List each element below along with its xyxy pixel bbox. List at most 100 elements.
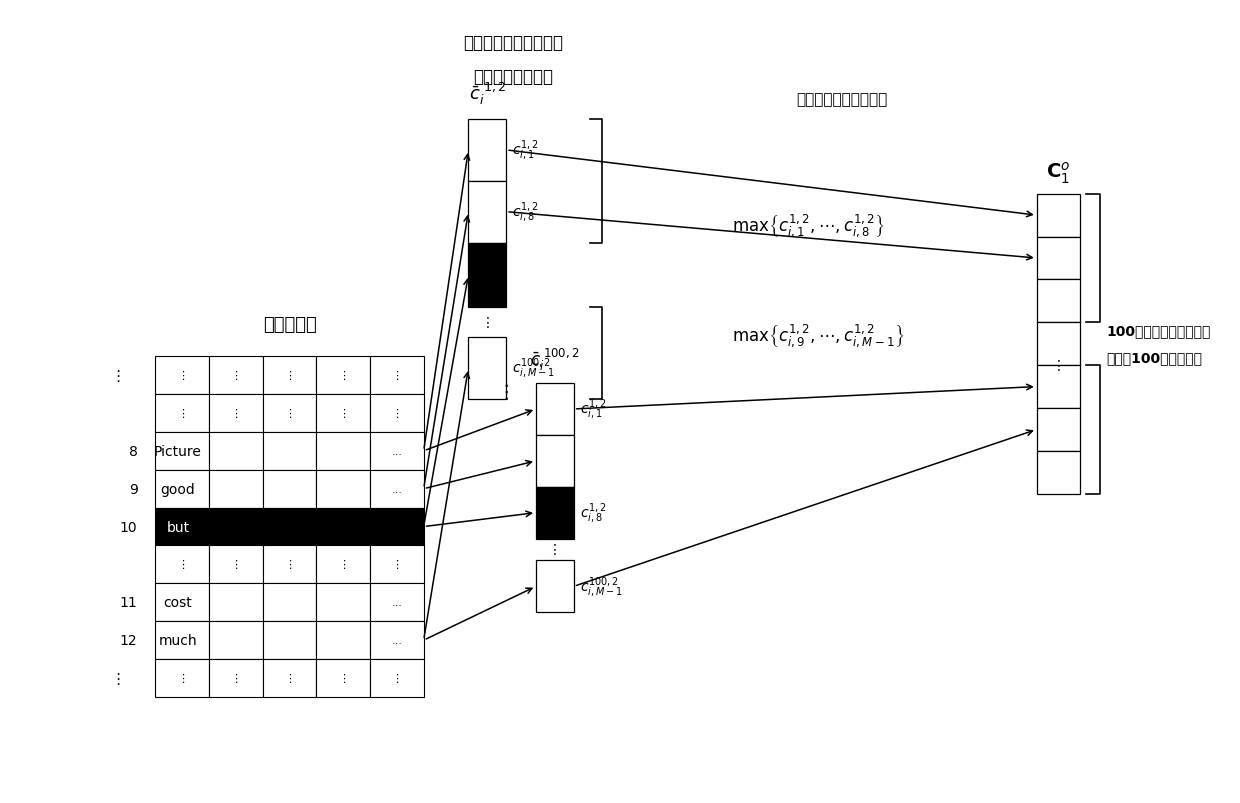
Bar [210,471,263,508]
Bar [210,432,263,471]
Bar [210,546,263,584]
Bar [370,508,424,546]
Bar [155,471,210,508]
Text: ⋮: ⋮ [392,560,403,569]
Bar [210,357,263,394]
Text: ⋮: ⋮ [176,673,187,683]
Text: ...: ... [392,635,402,646]
Bar [1037,409,1080,451]
Bar [536,435,574,487]
Bar [469,120,506,181]
Text: 12: 12 [120,634,138,647]
Text: much: much [159,634,197,647]
Bar [316,471,370,508]
Bar [210,584,263,622]
Bar [1037,323,1080,365]
Text: ⋮: ⋮ [548,543,562,556]
Bar [263,546,316,584]
Text: ⋮: ⋮ [176,409,187,418]
Text: Picture: Picture [154,444,202,459]
Bar [263,584,316,622]
Text: $\max\left\{c_{i,9}^{1,2},\cdots,c_{i,M-1}^{1,2}\right\}$: $\max\left\{c_{i,9}^{1,2},\cdots,c_{i,M-… [732,322,904,349]
Text: ⋮: ⋮ [110,671,125,686]
Bar [155,394,210,432]
Bar [263,432,316,471]
Text: $\bar{c}_i^{\ 1,2}$: $\bar{c}_i^{\ 1,2}$ [469,80,506,108]
Bar [210,622,263,659]
Bar [1037,194,1080,237]
Bar [370,394,424,432]
Bar [316,546,370,584]
Bar [1037,237,1080,280]
Text: 根据转折词位置对单一: 根据转折词位置对单一 [463,35,563,52]
Bar [316,584,370,622]
Bar [370,432,424,471]
Text: $c_{i,M-1}^{100,2}$: $c_{i,M-1}^{100,2}$ [512,357,556,381]
Text: $c_{i,8}^{1,2}$: $c_{i,8}^{1,2}$ [579,501,606,525]
Bar [263,508,316,546]
Text: ⋮: ⋮ [231,371,242,381]
Text: ⋮: ⋮ [284,673,295,683]
Bar [370,622,424,659]
Bar [155,622,210,659]
Text: $\mathbf{C}_1^o$: $\mathbf{C}_1^o$ [1047,160,1070,185]
Bar [210,659,263,697]
Text: 11: 11 [120,596,138,609]
Text: ⋮: ⋮ [284,409,295,418]
Bar [316,432,370,471]
Bar [1037,365,1080,409]
Bar [155,432,210,471]
Bar [316,659,370,697]
Text: 8: 8 [129,444,138,459]
Bar [469,338,506,400]
Bar [263,394,316,432]
Text: ⋮: ⋮ [392,673,403,683]
Bar [155,508,210,546]
Bar [469,181,506,243]
Text: ⋮: ⋮ [231,673,242,683]
Text: 10: 10 [120,520,138,534]
Text: ...: ... [392,446,402,456]
Text: ...: ... [392,484,402,494]
Text: $c_{i,1}^{1,2}$: $c_{i,1}^{1,2}$ [579,397,606,422]
Bar [370,659,424,697]
Text: 特征映射向量分段: 特征映射向量分段 [474,68,553,86]
Text: good: good [160,482,196,496]
Bar [155,659,210,697]
Bar [210,508,263,546]
Bar [155,584,210,622]
Text: $\bar{c}_i^{\ 100,2}$: $\bar{c}_i^{\ 100,2}$ [529,347,579,373]
Text: $\max\left\{c_{i,1}^{1,2},\cdots,c_{i,8}^{1,2}\right\}$: $\max\left\{c_{i,1}^{1,2},\cdots,c_{i,8}… [732,213,884,240]
Text: ⋮: ⋮ [392,371,403,381]
Text: 9: 9 [129,482,138,496]
Bar [536,560,574,613]
Bar [1037,451,1080,494]
Text: ⋮: ⋮ [392,409,403,418]
Bar [370,546,424,584]
Bar [370,357,424,394]
Text: 词向量矩阵: 词向量矩阵 [263,316,316,334]
Text: ⋮: ⋮ [1052,359,1065,373]
Bar [155,546,210,584]
Bar [1037,280,1080,323]
Text: ⋮: ⋮ [176,371,187,381]
Text: ...: ... [392,597,402,608]
Bar [210,394,263,432]
Text: ⋮: ⋮ [496,382,516,401]
Text: ⋮: ⋮ [284,371,295,381]
Text: 池化获取每段的最大値: 池化获取每段的最大値 [796,92,888,108]
Text: ⋮: ⋮ [337,673,348,683]
Bar [316,508,370,546]
Text: ⋮: ⋮ [284,560,295,569]
Text: ⋮: ⋮ [231,560,242,569]
Text: ⋮: ⋮ [480,316,495,330]
Text: ⋮: ⋮ [110,368,125,383]
Text: $c_{i,M-1}^{100,2}$: $c_{i,M-1}^{100,2}$ [579,574,622,599]
Text: ⋮: ⋮ [231,409,242,418]
Bar [469,243,506,308]
Bar [536,384,574,435]
Text: $c_{i,1}^{1,2}$: $c_{i,1}^{1,2}$ [512,138,538,163]
Text: 100个相同尺寸的卷积核: 100个相同尺寸的卷积核 [1106,324,1210,337]
Bar [155,357,210,394]
Bar [263,471,316,508]
